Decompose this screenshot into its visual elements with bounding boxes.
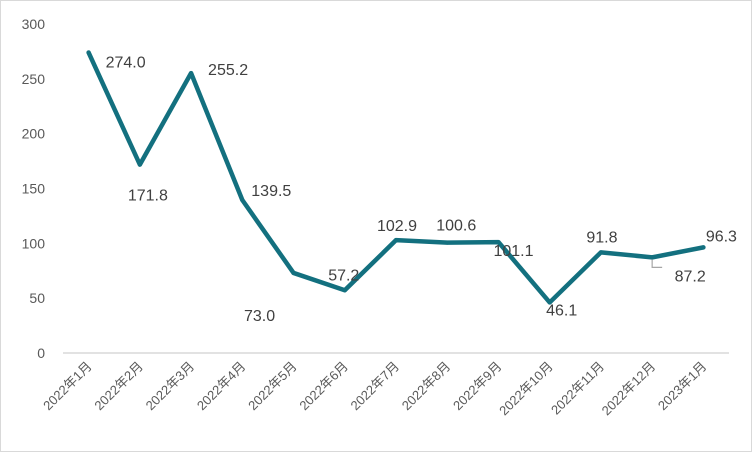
- data-label: 102.9: [377, 218, 417, 235]
- x-tick-label: 2022年3月: [143, 359, 198, 414]
- x-tick-label: 2023年1月: [655, 359, 710, 414]
- data-point: [189, 71, 194, 76]
- y-tick-label: 250: [22, 71, 46, 87]
- data-label: 46.1: [546, 302, 577, 319]
- data-label: 91.8: [586, 229, 617, 246]
- data-point: [394, 238, 398, 243]
- data-point: [291, 270, 296, 275]
- y-tick-label: 200: [22, 126, 46, 142]
- data-point: [547, 300, 552, 305]
- data-point: [496, 240, 501, 245]
- data-label: 171.8: [128, 188, 168, 205]
- data-label: 96.3: [706, 228, 737, 245]
- x-tick-label: 2022年7月: [348, 359, 403, 414]
- y-tick-label: 150: [22, 181, 46, 197]
- data-point: [342, 288, 347, 293]
- data-label: 255.2: [208, 62, 248, 79]
- data-label: 139.5: [251, 183, 291, 200]
- x-tick-label: 2022年1月: [40, 359, 95, 414]
- data-point: [650, 255, 655, 260]
- x-tick-label: 2022年12月: [599, 359, 659, 419]
- data-point: [240, 198, 245, 203]
- data-label: 73.0: [244, 308, 275, 325]
- y-tick-label: 50: [29, 290, 45, 306]
- data-point: [598, 250, 603, 255]
- x-tick-label: 2022年2月: [91, 359, 146, 414]
- x-tick-label: 2022年4月: [194, 359, 249, 414]
- x-tick-label: 2022年6月: [296, 359, 351, 414]
- y-tick-label: 0: [37, 345, 45, 361]
- data-label: 274.0: [106, 55, 146, 72]
- x-tick-label: 2022年8月: [399, 359, 454, 414]
- y-tick-label: 100: [22, 235, 46, 251]
- data-point: [86, 50, 91, 55]
- y-tick-label: 300: [22, 16, 46, 32]
- data-point: [445, 240, 450, 245]
- leader-line: [651, 259, 663, 268]
- data-label: 101.1: [493, 243, 533, 260]
- data-point: [701, 245, 706, 250]
- data-label: 100.6: [436, 218, 476, 235]
- data-label: 87.2: [675, 268, 706, 285]
- series-line: [86, 50, 706, 305]
- x-tick-label: 2022年9月: [450, 359, 505, 414]
- x-tick-label: 2022年5月: [245, 359, 300, 414]
- data-point: [137, 162, 142, 167]
- x-tick-label: 2022年10月: [496, 359, 556, 419]
- data-label: 57.2: [328, 267, 359, 284]
- x-tick-label: 2022年11月: [548, 359, 607, 418]
